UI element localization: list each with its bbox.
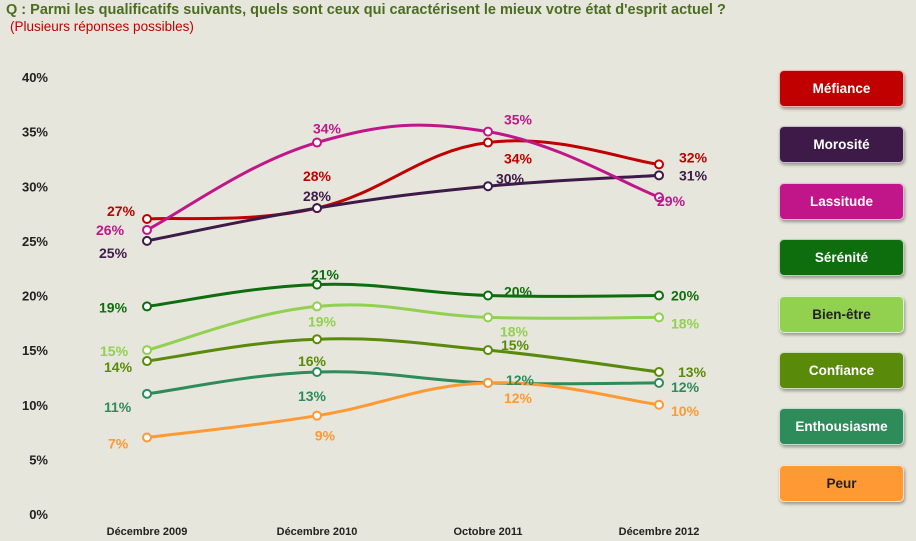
series-line: [145, 381, 661, 440]
data-point: [312, 301, 322, 312]
data-point: [654, 159, 664, 170]
data-point: [142, 388, 152, 399]
data-label: 31%: [679, 167, 708, 183]
y-tick-label: 0%: [29, 507, 48, 522]
data-label: 19%: [308, 313, 337, 329]
legend-item: Sérénité: [779, 239, 904, 277]
series-line: [145, 123, 661, 232]
data-point: [483, 345, 493, 356]
y-tick-label: 10%: [22, 398, 48, 413]
data-point: [483, 290, 493, 301]
data-label: 9%: [315, 428, 336, 444]
data-label: 34%: [313, 121, 342, 137]
data-point: [654, 312, 664, 323]
data-label: 29%: [657, 193, 686, 209]
x-tick-label: Décembre 2010: [277, 526, 358, 538]
data-point: [142, 301, 152, 312]
data-point: [142, 432, 152, 443]
y-tick-label: 20%: [22, 289, 48, 304]
data-point: [312, 410, 322, 421]
series-line: [145, 370, 661, 396]
data-label: 21%: [311, 267, 340, 283]
data-label: 19%: [99, 299, 128, 315]
y-tick-label: 15%: [22, 343, 48, 358]
y-tick-label: 30%: [22, 179, 48, 194]
series-line: [145, 139, 661, 221]
legend-item: Bien-être: [779, 295, 904, 333]
legend-item: Enthousiasme: [779, 408, 904, 446]
data-point: [312, 334, 322, 345]
data-label: 11%: [104, 399, 132, 415]
data-label: 12%: [504, 390, 533, 406]
data-point: [654, 170, 664, 181]
data-label: 34%: [504, 151, 533, 167]
data-point: [142, 356, 152, 367]
y-tick-label: 40%: [22, 70, 48, 85]
data-point: [142, 345, 152, 356]
data-point: [483, 126, 493, 137]
series-line: [145, 282, 661, 308]
data-point: [654, 377, 664, 388]
data-point: [312, 137, 322, 148]
chart-subtitle: (Plusieurs réponses possibles): [10, 19, 194, 34]
data-point: [312, 203, 322, 214]
legend-item: Confiance: [779, 352, 904, 389]
legend-item: Peur: [779, 464, 904, 502]
data-point: [483, 137, 493, 148]
data-label: 16%: [298, 353, 327, 369]
data-label: 14%: [104, 359, 133, 375]
legend-item: Morosité: [779, 126, 904, 164]
data-label: 13%: [298, 388, 327, 404]
data-label: 7%: [108, 436, 129, 452]
data-label: 12%: [671, 379, 700, 395]
y-tick-label: 35%: [22, 125, 48, 140]
data-label: 12%: [506, 372, 535, 388]
data-point: [142, 224, 152, 235]
data-label: 35%: [504, 112, 533, 128]
data-point: [654, 399, 664, 410]
data-point: [312, 366, 322, 377]
data-label: 18%: [500, 323, 529, 339]
data-label: 13%: [678, 364, 707, 380]
data-label: 25%: [99, 245, 128, 261]
y-tick-label: 5%: [29, 452, 48, 467]
data-label: 26%: [96, 222, 125, 238]
series-line: [145, 303, 661, 352]
data-point: [312, 279, 322, 290]
data-point: [654, 290, 664, 301]
y-tick-label: 25%: [22, 234, 48, 249]
line-chart: 0% 5% 10% 15% 20% 25% 30% 35% 40% Décembre 2009 Dé…: [22, 70, 708, 538]
data-label: 28%: [303, 168, 332, 184]
legend-item: Méfiance: [779, 70, 904, 107]
data-label: 15%: [100, 343, 129, 359]
data-point: [142, 235, 152, 246]
x-tick-label: Décembre 2012: [619, 526, 700, 538]
data-label: 15%: [501, 337, 530, 353]
data-label: 28%: [303, 188, 332, 204]
data-label: 20%: [504, 284, 533, 300]
data-label: 30%: [496, 170, 525, 186]
data-label: 20%: [671, 288, 700, 304]
data-label: 27%: [107, 203, 136, 219]
data-point: [142, 214, 152, 225]
data-point: [654, 192, 664, 203]
series-line: [145, 337, 661, 374]
data-point: [483, 181, 493, 192]
data-point: [483, 312, 493, 323]
data-point: [483, 377, 493, 388]
chart-question: Q : Parmi les qualificatifs suivants, qu…: [6, 2, 726, 18]
data-label: 18%: [671, 315, 700, 331]
x-tick-label: Décembre 2009: [107, 526, 188, 538]
x-tick-label: Octobre 2011: [453, 526, 522, 538]
data-label: 10%: [671, 403, 700, 419]
legend-item: Lassitude: [779, 182, 904, 220]
series-line: [145, 173, 661, 243]
data-label: 32%: [679, 149, 708, 165]
data-point: [654, 366, 664, 377]
